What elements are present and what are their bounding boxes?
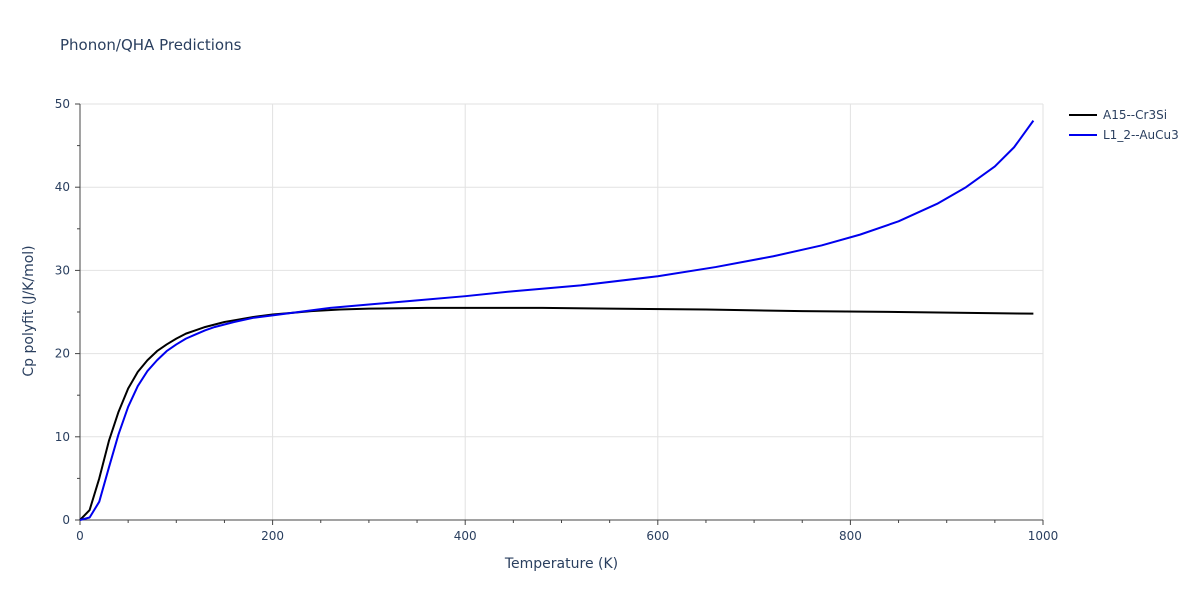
y-tick-label: 0: [62, 513, 70, 527]
x-tick-label: 600: [646, 529, 669, 543]
x-tick-label: 0: [76, 529, 84, 543]
axes: 0 200 400 600 800 1000 0 10 20 30 40 50: [55, 97, 1059, 543]
x-tick-label: 400: [454, 529, 477, 543]
series-line-2: [79, 120, 1035, 521]
y-tick-label: 50: [55, 97, 70, 111]
y-tick-label: 20: [55, 347, 70, 361]
x-tick-label: 200: [261, 529, 284, 543]
legend-item[interactable]: L1_2--AuCu3: [1069, 128, 1179, 142]
x-axis-title: Temperature (K): [504, 556, 618, 572]
x-tick-label: 800: [839, 529, 862, 543]
legend[interactable]: A15--Cr3Si L1_2--AuCu3: [1069, 108, 1179, 142]
y-axis-title: Cp polyfit (J/K/mol): [21, 245, 37, 376]
legend-item[interactable]: A15--Cr3Si: [1069, 108, 1167, 122]
series-group: [79, 120, 1035, 521]
y-tick-label: 30: [55, 263, 70, 277]
y-tick-label: 10: [55, 430, 70, 444]
y-tick-label: 40: [55, 180, 70, 194]
gridlines: [80, 103, 1044, 520]
x-tick-label: 1000: [1028, 529, 1059, 543]
legend-label: L1_2--AuCu3: [1103, 128, 1179, 142]
series-line-1: [79, 306, 1034, 521]
chart-title: Phonon/QHA Predictions: [60, 36, 242, 54]
legend-label: A15--Cr3Si: [1103, 108, 1167, 122]
